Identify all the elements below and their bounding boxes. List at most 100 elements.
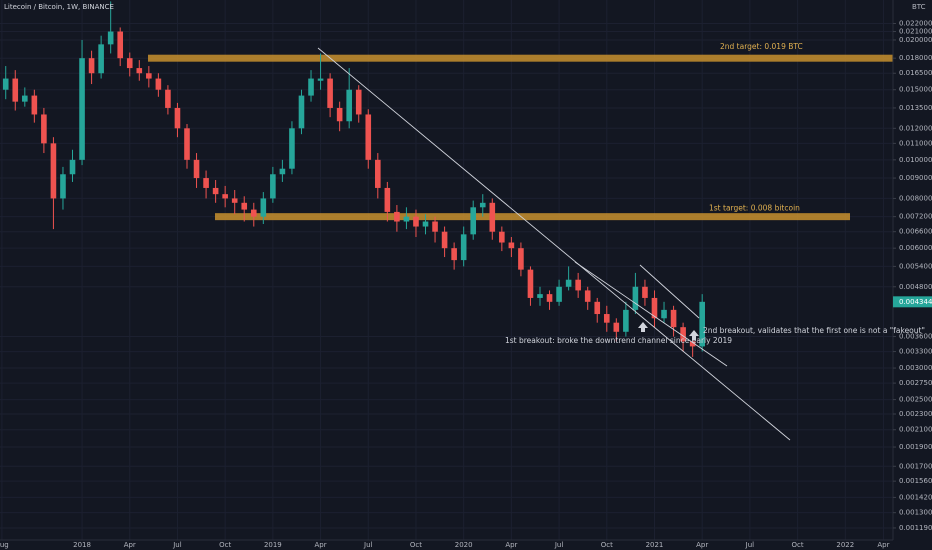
y-tick-label: 0.018000 <box>899 54 932 62</box>
candle-body <box>165 89 171 108</box>
x-tick-label: 2022 <box>836 541 854 549</box>
x-tick-label: Oct <box>601 541 613 549</box>
candle-body <box>2 78 9 90</box>
candle-body <box>470 207 477 235</box>
candle-body <box>365 114 372 160</box>
y-tick-label: 0.016500 <box>899 69 932 77</box>
y-tick-label: 0.001420 <box>899 493 932 501</box>
x-tick-label: Apr <box>315 541 327 549</box>
candle-body <box>250 209 257 217</box>
x-tick-label: Apr <box>124 541 136 549</box>
y-tick-label: 0.001700 <box>899 462 932 470</box>
candle-body <box>279 168 286 175</box>
target-label: 2nd target: 0.019 BTC <box>720 42 803 51</box>
drawings <box>317 47 791 441</box>
x-tick-label: Oct <box>410 541 422 549</box>
y-tick-label: 0.002100 <box>899 426 932 434</box>
candle-body <box>241 202 248 210</box>
x-tick-label: Apr <box>877 541 889 549</box>
candle-body <box>661 309 667 319</box>
candle-body <box>623 309 629 332</box>
candle-body <box>69 159 76 175</box>
candle-body <box>441 231 448 249</box>
y-tick-label: 0.021000 <box>899 28 932 36</box>
candle-body <box>22 95 28 102</box>
y-tick-label: 0.001560 <box>899 477 932 485</box>
candle-body <box>327 78 333 108</box>
candle-body <box>117 31 124 59</box>
x-tick-label: Aug <box>0 541 9 549</box>
candle-body <box>146 73 152 79</box>
x-tick-label: Jul <box>363 541 373 549</box>
x-tick-label: Oct <box>219 541 231 549</box>
x-tick-label: 2018 <box>73 541 91 549</box>
candle-body <box>546 294 553 302</box>
y-tick-label: 0.006600 <box>899 228 932 236</box>
arrow-icon <box>689 330 699 340</box>
x-tick-label: 2021 <box>646 541 664 549</box>
candle-body <box>670 309 677 328</box>
y-tick-label: 0.020000 <box>899 36 932 44</box>
x-tick-label: Oct <box>792 541 804 549</box>
annotation: 1st breakout: broke the downtrend channe… <box>505 336 732 345</box>
candle-body <box>460 234 467 261</box>
candle-body <box>212 187 219 195</box>
y-tick-label: 0.006000 <box>899 244 932 252</box>
y-tick-label: 0.003600 <box>899 333 932 341</box>
y-tick-label: 0.015000 <box>899 86 932 94</box>
candle-body <box>375 159 381 188</box>
candles <box>2 1 705 357</box>
candle-body <box>651 297 658 319</box>
trend-line <box>639 264 700 319</box>
candle-body <box>308 78 314 96</box>
candle-body <box>107 31 114 45</box>
candle-body <box>50 143 57 199</box>
y-tick-label: 0.003300 <box>899 348 932 356</box>
candle-body <box>489 202 496 232</box>
target-band <box>148 54 893 62</box>
target-label: 1st target: 0.008 bitcoin <box>709 204 800 213</box>
chart-title: Litecoin / Bitcoin, 1W, BINANCE <box>4 3 114 11</box>
candle-body <box>556 286 562 302</box>
candle-body <box>88 58 95 74</box>
y-tick-label: 0.002500 <box>899 396 932 404</box>
y-tick-label: 0.003000 <box>899 364 932 372</box>
candle-body <box>451 248 457 261</box>
x-tick-label: Jul <box>554 541 564 549</box>
candle-body <box>31 95 38 115</box>
candle-body <box>422 221 429 227</box>
candle-body <box>527 269 534 298</box>
y-tick-label: 0.005400 <box>899 262 932 270</box>
candle-body <box>565 279 572 287</box>
y-tick-label: 0.001190 <box>899 524 932 532</box>
x-tick-label: Jul <box>172 541 182 549</box>
candle-body <box>260 198 267 217</box>
candle-body <box>231 198 238 203</box>
candle-body <box>60 174 66 199</box>
candle-body <box>508 242 515 249</box>
candle-body <box>298 95 305 129</box>
y-tick-label: 0.002750 <box>899 379 932 387</box>
y-tick-label: 0.022000 <box>899 19 932 27</box>
x-tick-label: Apr <box>696 541 708 549</box>
candle-body <box>413 216 419 227</box>
candle-body <box>499 231 505 243</box>
y-tick-label: 0.004800 <box>899 283 932 291</box>
target-band <box>215 213 850 221</box>
candle-body <box>689 341 696 347</box>
candle-body <box>174 107 181 129</box>
candle-body <box>126 58 133 69</box>
x-tick-label: Apr <box>505 541 517 549</box>
candle-body <box>98 44 104 74</box>
x-tick-label: Jul <box>745 541 755 549</box>
y-tick-label: 0.007200 <box>899 213 932 221</box>
annotation: 2nd breakout, validates that the first o… <box>703 326 925 335</box>
candle-body <box>642 286 648 298</box>
candle-body <box>184 128 190 160</box>
candle-body <box>79 58 85 160</box>
axis-unit: BTC <box>912 3 926 11</box>
candle-body <box>603 314 610 323</box>
y-tick-label: 0.008000 <box>899 194 932 202</box>
